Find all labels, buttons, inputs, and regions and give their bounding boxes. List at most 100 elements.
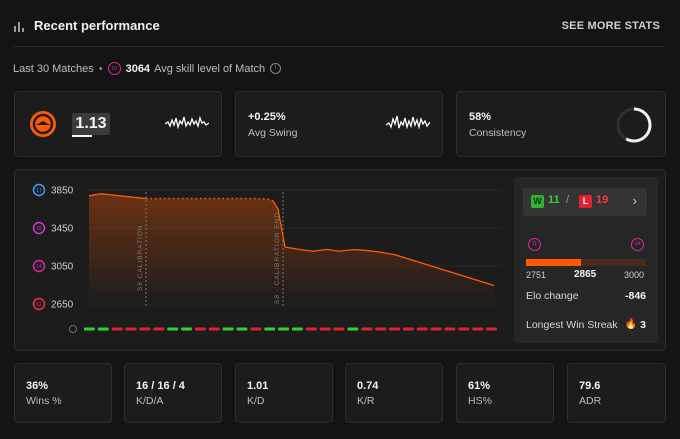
match-result-marker[interactable] [236,327,248,331]
match-result-marker[interactable] [167,327,179,331]
match-result-marker[interactable] [181,327,192,331]
elo-line-pre [88,193,147,200]
stat-card: 0.74 K/R [345,363,443,423]
elo-change-value: -846 [624,290,646,302]
stat-label: K/D [247,395,265,407]
swing-sparkline [386,115,430,130]
separator-dot: • [98,62,103,75]
match-result-marker[interactable] [84,327,95,331]
stat-card: 16 / 16 / 4 K/D/A [124,363,222,423]
level-17-icon [32,183,46,197]
calibration-end-label: S8 - CALIBRATION END [274,212,281,304]
stat-card: 79.6 ADR [567,363,666,423]
stat-label: ADR [579,395,602,407]
match-result-marker[interactable] [389,327,400,331]
level-14-icon [32,259,46,273]
match-result-marker[interactable] [361,327,373,331]
match-result-marker[interactable] [292,327,303,331]
info-icon[interactable]: i [270,63,282,74]
match-result-marker[interactable] [444,327,456,331]
elo-progress-bar [526,259,646,266]
match-result-marker[interactable] [347,327,359,331]
avg-swing-card[interactable]: +0.25% Avg Swing [235,91,443,157]
see-more-stats-link[interactable]: SEE MORE STATS [561,20,660,32]
y-tick-label: 3850 [51,186,74,197]
section-title: Recent performance [34,18,160,33]
calibration-start-label: S8 CALIBRATION [137,224,144,291]
match-result-marker[interactable] [430,327,442,331]
match-result-marker[interactable] [486,327,497,331]
match-result-marker[interactable] [375,327,387,331]
match-result-marker[interactable] [222,327,234,331]
match-result-marker[interactable] [333,327,345,331]
match-result-marker[interactable] [250,327,262,331]
avg-skill-value: 3064 [125,62,151,75]
match-result-marker[interactable] [111,327,123,331]
longest-streak-label: Longest Win Streak [526,319,618,331]
elo-line-post [272,200,495,287]
elo-area-fill [89,193,494,304]
elo-summary-panel: W 11 / L 19 › 11 14 2751 2865 3000 Elo c… [514,177,658,343]
level-15-icon [32,221,46,235]
stat-value: 1.01 [247,380,269,392]
consistency-ring-fill [616,107,652,143]
match-result-marker[interactable] [278,327,289,331]
match-result-marker[interactable] [125,327,137,331]
match-result-marker[interactable] [305,327,317,331]
level-badge-text: 14 [36,264,42,270]
match-result-marker[interactable] [194,327,206,331]
stat-card: 1.01 K/D [235,363,333,423]
win-loss-separator: / [566,194,570,206]
consistency-value: 58% [469,111,492,123]
skill-level-icon: 10 [107,62,121,75]
matches-count-label: Last 30 Matches [13,62,94,75]
match-result-marker[interactable] [402,327,414,331]
match-result-marker[interactable] [139,327,151,331]
avg-skill-label: Avg skill level of Match [154,62,266,75]
elo-progress-fill [526,259,581,266]
level-12-icon [32,297,46,311]
match-result-marker[interactable] [208,327,220,331]
start-level-icon: 11 [528,238,541,251]
win-loss-selector[interactable]: W 11 / L 19 › [523,188,647,216]
y-tick-label: 3450 [51,224,74,235]
level-badge-text: 15 [36,226,42,232]
match-result-marker[interactable] [472,327,484,331]
stat-value: 61% [468,380,491,392]
match-result-marker[interactable] [153,327,165,331]
stat-label: K/R [357,395,375,407]
stat-card: 61% HS% [456,363,554,423]
loss-icon: L [579,195,592,208]
stat-value: 16 / 16 / 4 [136,380,185,392]
losses-count: 19 [596,194,609,206]
elo-current: 2865 [574,269,597,280]
consistency-card[interactable]: 58% Consistency [456,91,666,157]
level-badge-text: 12 [36,302,42,308]
rating-card[interactable]: 1.13 [14,91,222,157]
match-result-marker[interactable] [264,327,276,331]
stat-value: 0.74 [357,380,379,392]
y-tick-label: 3050 [51,262,74,273]
stat-label: Wins % [26,395,62,407]
match-result-marker[interactable] [319,327,331,331]
chevron-right-icon[interactable]: › [632,193,637,208]
faceit-ring-icon [30,111,56,137]
section-header: Recent performance SEE MORE STATS [14,18,664,47]
rating-sparkline [165,115,209,130]
result-info-icon[interactable] [69,325,77,333]
match-result-marker[interactable] [97,327,109,331]
stat-label: K/D/A [136,395,164,407]
avg-swing-value: +0.25% [248,111,286,123]
elo-range-max: 3000 [624,270,645,280]
y-tick-label: 2650 [51,300,74,311]
wins-count: 11 [548,194,560,206]
stat-value: 36% [26,380,49,392]
match-result-marker[interactable] [458,327,470,331]
stats-bars-icon [14,22,24,32]
avg-swing-label: Avg Swing [248,127,298,139]
calibration-dotted-line [146,197,274,202]
elo-range-min: 2751 [526,270,547,280]
match-result-marker[interactable] [416,327,428,331]
